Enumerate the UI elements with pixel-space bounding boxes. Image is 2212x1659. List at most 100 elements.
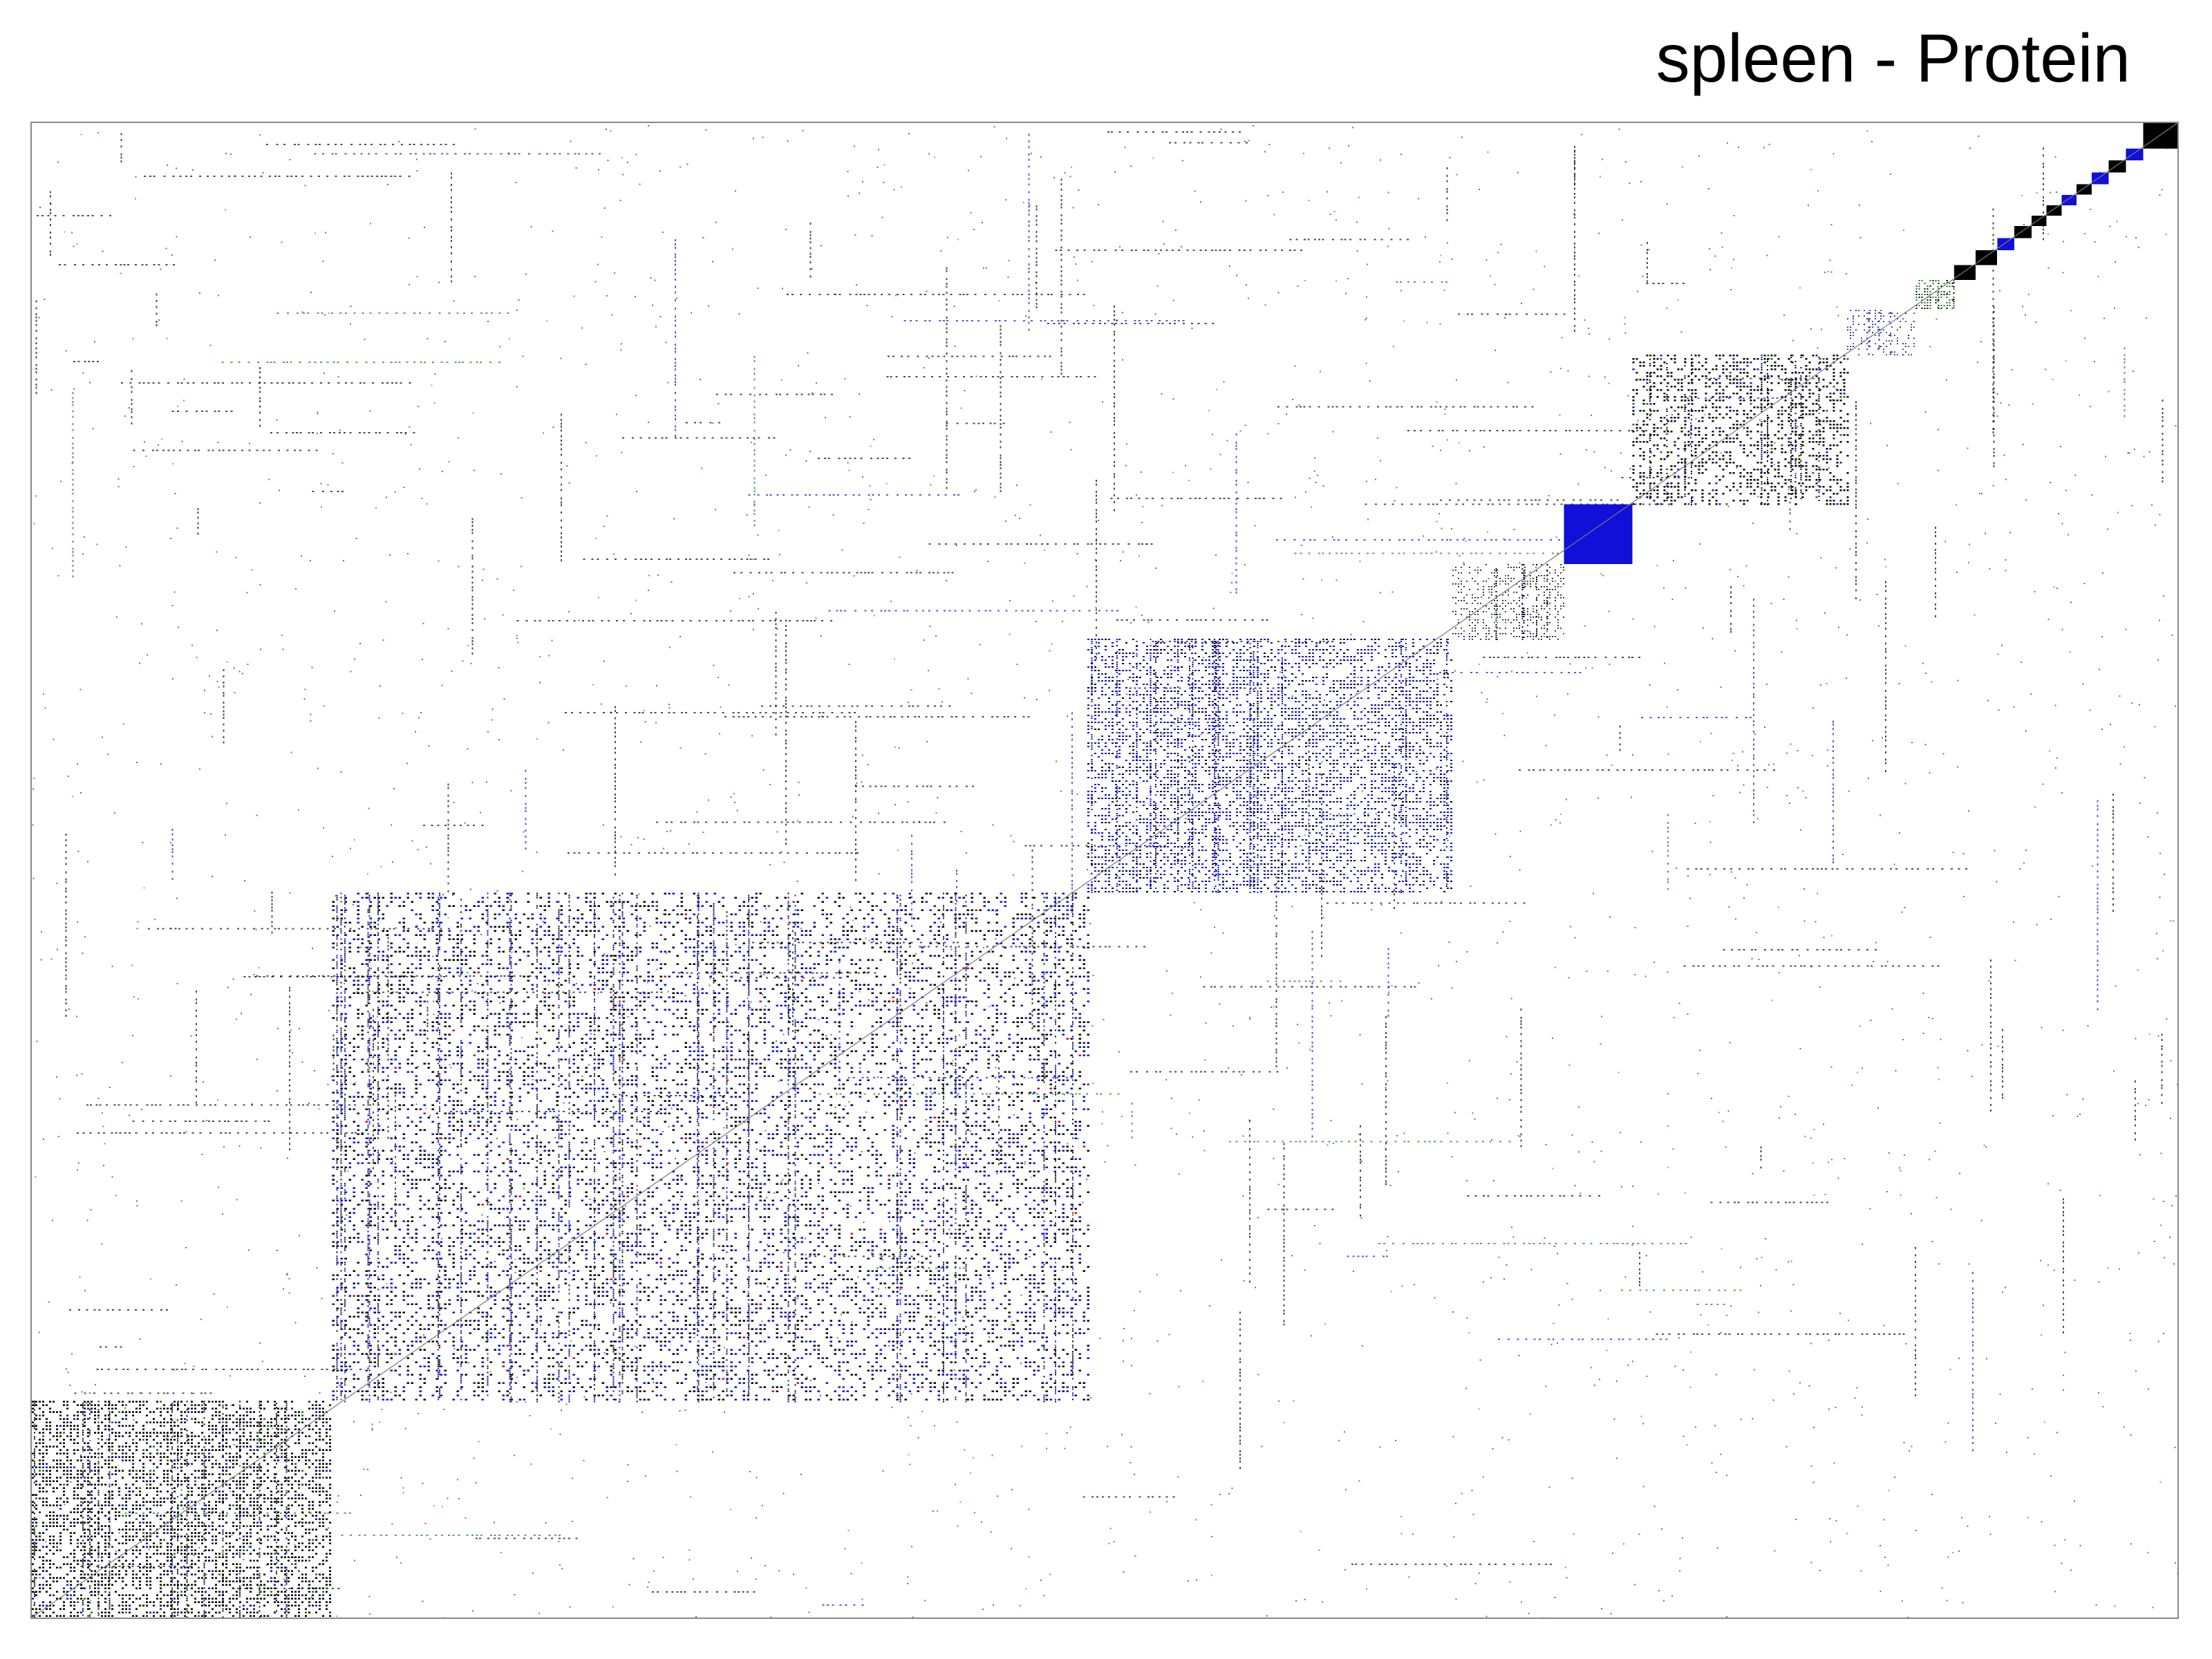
heatmap-cell	[1309, 539, 1311, 541]
heatmap-cell	[976, 1077, 978, 1078]
heatmap-cell	[2050, 482, 2051, 483]
heatmap-cell	[821, 620, 823, 621]
heatmap-cell	[1277, 986, 1280, 988]
heatmap-cell	[1329, 814, 1331, 815]
heatmap-cell	[551, 1538, 553, 1539]
heatmap-cell	[222, 362, 224, 363]
heatmap-cell	[991, 1531, 992, 1533]
heatmap-cell	[1609, 610, 1610, 612]
heatmap-cell	[1640, 181, 1642, 182]
heatmap-cell	[1370, 1564, 1372, 1565]
heatmap-cell	[1808, 205, 1809, 206]
heatmap-cell	[516, 637, 518, 639]
heatmap-cell	[841, 942, 843, 944]
heatmap-cell	[1805, 1136, 1806, 1137]
heatmap-cell	[392, 1524, 393, 1525]
heatmap-cell	[1658, 283, 1660, 284]
heatmap-cell	[52, 1220, 53, 1221]
heatmap-cell	[1734, 1289, 1736, 1291]
heatmap-cell	[1467, 1317, 1468, 1318]
heatmap-cell	[718, 677, 719, 678]
heatmap-cell	[1958, 1358, 1960, 1359]
heatmap-cell	[1702, 1271, 1703, 1273]
heatmap-cell	[97, 132, 99, 133]
heatmap-cell	[1098, 520, 1099, 521]
heatmap-cell	[2047, 267, 2049, 268]
heatmap-cell	[1190, 641, 1192, 642]
heatmap-cell	[1718, 1112, 1720, 1114]
heatmap-cell	[901, 706, 903, 707]
heatmap-cell	[176, 1284, 177, 1286]
heatmap-cell	[1064, 172, 1065, 174]
heatmap-cell	[1794, 966, 1797, 967]
heatmap-cell	[1445, 409, 1446, 410]
heatmap-cell	[1787, 1333, 1789, 1335]
heatmap-cell	[1131, 1446, 1132, 1447]
heatmap-cell	[643, 620, 645, 621]
heatmap-cell	[937, 797, 939, 798]
heatmap-cell	[1880, 1591, 1881, 1592]
heatmap-cell	[1714, 377, 1716, 379]
heatmap-cell	[194, 450, 196, 451]
heatmap-cell	[929, 320, 931, 321]
heatmap-cell	[1606, 755, 1607, 756]
heatmap-cell	[1169, 1071, 1171, 1073]
heatmap-cell	[1555, 657, 1557, 658]
heatmap-cell	[1125, 320, 1127, 321]
heatmap-cell	[2159, 1481, 2161, 1483]
heatmap-cell	[248, 176, 250, 177]
heatmap-cell	[310, 292, 312, 293]
heatmap-cell	[878, 1093, 880, 1094]
heatmap-cell	[390, 1392, 391, 1394]
heatmap-cell	[277, 312, 279, 314]
heatmap-cell	[1335, 281, 1337, 282]
heatmap-cell	[409, 1535, 411, 1536]
heatmap-cell	[767, 942, 769, 944]
heatmap-cell	[294, 450, 296, 451]
heatmap-cell	[1754, 1369, 1755, 1371]
heatmap-cell	[1499, 503, 1501, 505]
heatmap-cell	[467, 749, 468, 750]
heatmap-cell	[1268, 1071, 1271, 1073]
heatmap-cell	[930, 785, 932, 787]
heatmap-cell	[1356, 539, 1358, 541]
heatmap-cell	[429, 745, 430, 747]
heatmap-cell	[1813, 1427, 1815, 1428]
heatmap-cell	[1832, 400, 1833, 401]
heatmap-cell	[1024, 1163, 1026, 1165]
heatmap-cell	[298, 1105, 300, 1106]
heatmap-cell	[956, 1150, 957, 1152]
heatmap-cell	[1859, 205, 1860, 206]
heatmap-cell	[163, 176, 165, 177]
heatmap-cell	[1638, 657, 1640, 658]
heatmap-cell	[1488, 503, 1490, 505]
heatmap-cell	[1367, 986, 1369, 988]
heatmap-cell	[1833, 153, 1835, 154]
heatmap-cell	[1347, 278, 1349, 279]
heatmap-cell	[877, 167, 878, 168]
heatmap-cell	[730, 1509, 731, 1510]
heatmap-cell	[908, 376, 910, 377]
heatmap-cell	[77, 921, 78, 923]
heatmap-cell	[652, 304, 653, 306]
heatmap-cell	[1209, 1305, 1210, 1306]
heatmap-cell	[2030, 693, 2032, 695]
heatmap-cell	[1513, 430, 1515, 431]
heatmap-cell	[840, 822, 842, 823]
heatmap-cell	[429, 1115, 431, 1116]
heatmap-cell	[1929, 772, 1931, 774]
heatmap-cell	[1475, 552, 1477, 554]
heatmap-cell	[538, 1111, 541, 1112]
heatmap-cell	[401, 144, 403, 145]
heatmap-cell	[765, 475, 767, 476]
heatmap-cell	[1684, 966, 1686, 967]
heatmap-cell	[328, 312, 330, 314]
heatmap-cell	[115, 1369, 118, 1370]
heatmap-cell	[2098, 1392, 2099, 1394]
heatmap-cell	[1060, 790, 1062, 791]
heatmap-cell	[601, 620, 603, 621]
heatmap-cell	[1381, 239, 1383, 241]
heatmap-cell	[371, 968, 372, 969]
heatmap-cell	[1126, 444, 1127, 445]
heatmap-cell	[1227, 440, 1228, 442]
